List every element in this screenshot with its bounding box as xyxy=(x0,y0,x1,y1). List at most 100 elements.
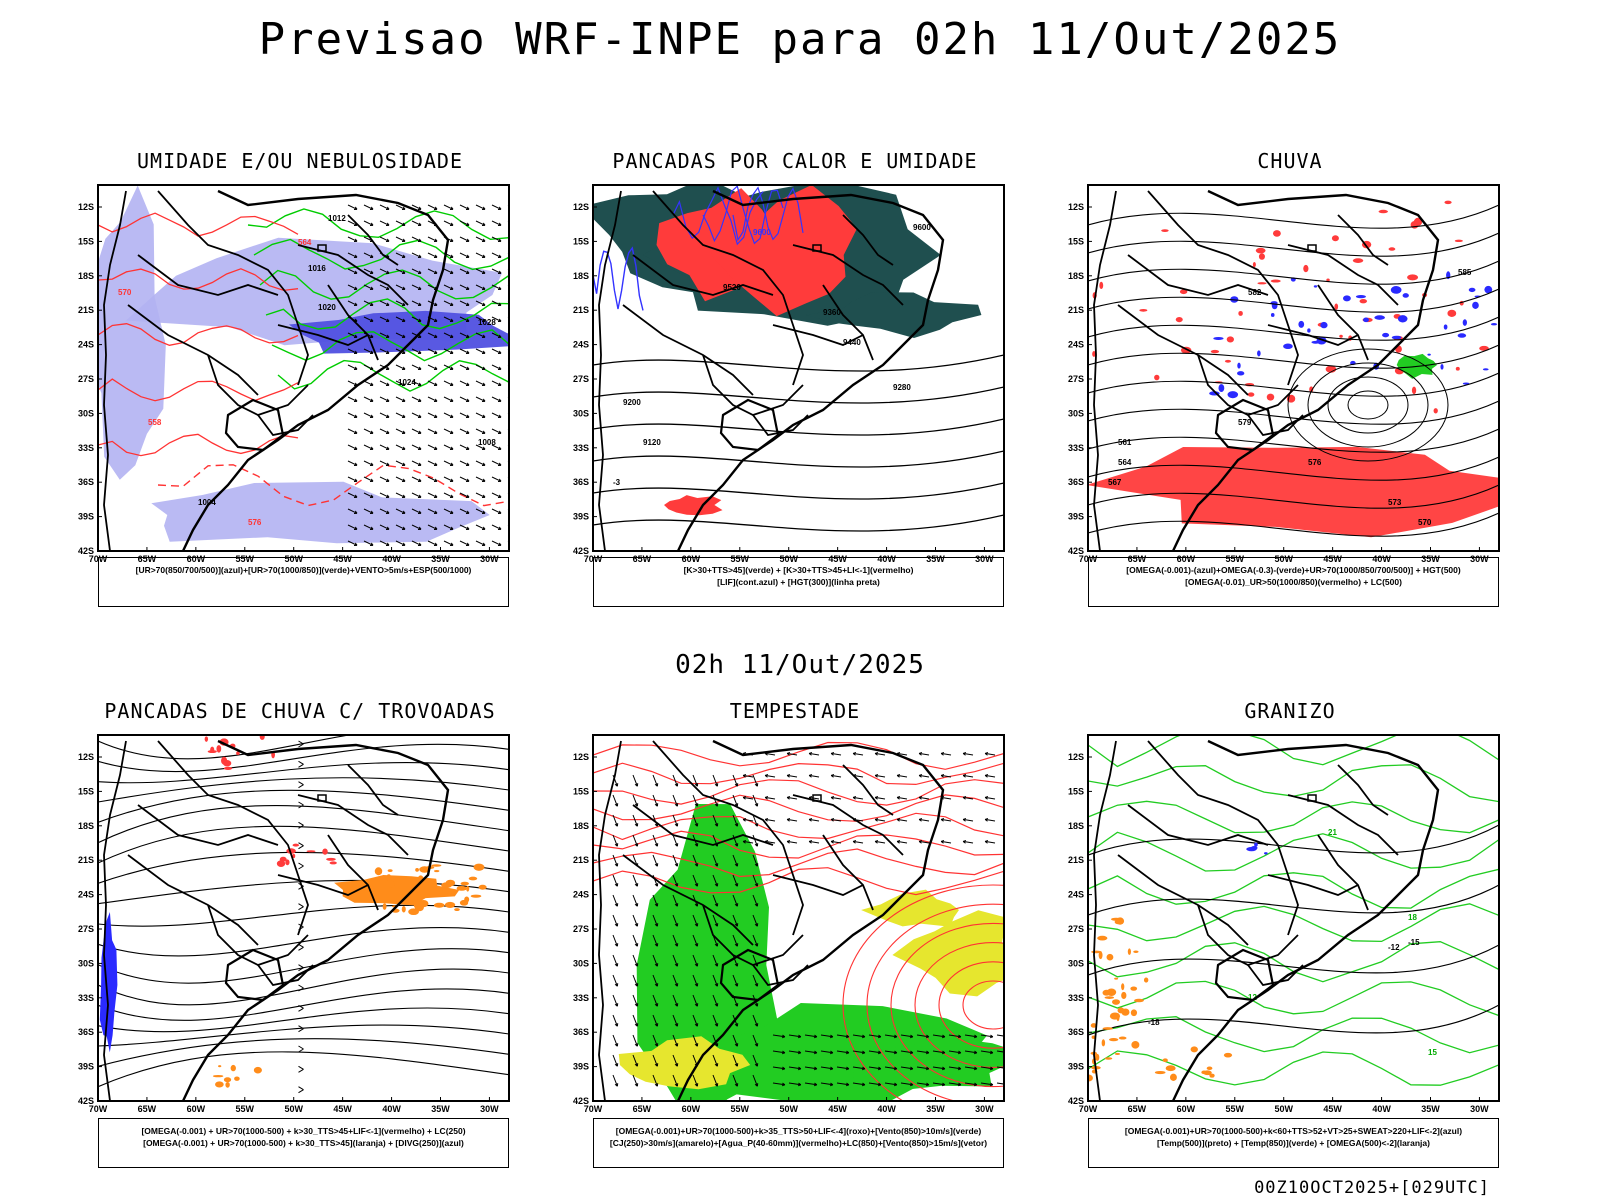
wind-vector xyxy=(632,1054,638,1067)
country-border xyxy=(224,398,285,452)
legend-line: [OMEGA(-0.01)_UR>50(1000/850)(vermelho) … xyxy=(1185,577,1402,587)
height-300-contour xyxy=(593,482,1004,500)
wind-vector xyxy=(787,752,798,756)
wind-vector xyxy=(786,839,791,844)
omega-500-area xyxy=(1169,1073,1177,1081)
map-pancadas-calor: 9600 9520 9440 9360 9280 9200 9120 -3 9600 12S 15S… xyxy=(573,184,1005,564)
lat-tick-label: 36S xyxy=(573,477,589,487)
wind-vector xyxy=(459,220,470,226)
contour-label: 18 xyxy=(1408,913,1417,922)
wind-vector xyxy=(836,1082,849,1086)
lon-tick-label: 55W xyxy=(1226,1104,1245,1114)
wind-vector xyxy=(674,923,679,927)
lat-tick-label: 12S xyxy=(573,752,589,762)
wind-vector xyxy=(395,364,406,370)
wind-vector xyxy=(379,316,390,322)
wind-vector xyxy=(694,963,699,967)
panel-legend: [OMEGA(-0.001) + UR>70(1000-500) + k>30_… xyxy=(98,1118,509,1168)
wind-vector xyxy=(809,796,820,800)
wind-vector xyxy=(411,412,422,418)
wind-vector xyxy=(765,796,776,800)
height-500-contour xyxy=(1088,484,1499,509)
streamline-250 xyxy=(298,1045,304,1053)
contour-label: 1028 xyxy=(478,318,496,327)
height-500-contour xyxy=(1088,428,1499,453)
rain-area-omega xyxy=(1440,364,1444,370)
rain-area xyxy=(1099,281,1104,290)
wind-vector xyxy=(363,524,374,530)
wind-vector xyxy=(459,508,470,514)
wind-vector xyxy=(804,1034,817,1038)
wind-vector xyxy=(614,983,619,987)
wind-vector xyxy=(948,1050,961,1054)
wind-vector xyxy=(853,752,864,756)
wind-vector xyxy=(481,382,486,386)
height-500-contour xyxy=(1088,204,1499,229)
wind-vector xyxy=(732,794,738,807)
wind-vector xyxy=(963,840,974,844)
country-border xyxy=(257,964,314,986)
wind-vector xyxy=(752,1054,758,1067)
wind-vector xyxy=(385,350,390,354)
lat-tick-label: 21S xyxy=(1068,305,1084,315)
wind-vector xyxy=(379,444,390,450)
lon-tick-label: 35W xyxy=(1421,1104,1440,1114)
wind-vector xyxy=(868,1034,881,1038)
country-border xyxy=(842,764,894,816)
wind-vector xyxy=(363,300,374,306)
wind-vector xyxy=(363,492,374,498)
wind-vector xyxy=(459,268,470,274)
wind-vector xyxy=(712,914,718,927)
wind-vector xyxy=(632,1034,638,1047)
wind-vector xyxy=(874,839,879,844)
map-frame xyxy=(97,734,510,1102)
lon-tick-label: 40W xyxy=(1372,1104,1391,1114)
wind-vector xyxy=(497,526,502,530)
wind-vector xyxy=(919,840,930,844)
wind-vector xyxy=(732,774,738,787)
panel-title: UMIDADE E/OU NEBULOSIDADE xyxy=(136,149,464,173)
wind-vector xyxy=(433,414,438,418)
omega-500-area xyxy=(1130,986,1138,991)
lat-tick-label: 18S xyxy=(78,821,94,831)
country-border xyxy=(137,804,279,846)
wind-vector xyxy=(772,1034,785,1038)
wind-vector xyxy=(385,510,390,514)
convective-area-orange xyxy=(470,894,482,898)
wind-vector xyxy=(369,270,374,274)
streamline-850 xyxy=(866,903,1004,1101)
wind-vector xyxy=(347,508,358,514)
wind-vector xyxy=(820,1066,833,1070)
wind-vector xyxy=(514,207,517,210)
wind-vector xyxy=(411,300,422,306)
wind-vector xyxy=(427,380,438,386)
rain-area xyxy=(1359,298,1368,304)
omega-500-area xyxy=(1114,977,1119,980)
lat-tick-label: 21S xyxy=(1068,855,1084,865)
wind-vector xyxy=(765,818,776,822)
convective-area-orange xyxy=(215,1081,224,1088)
wind-vector xyxy=(385,318,390,322)
wind-vector xyxy=(612,994,618,1007)
coastline xyxy=(676,189,945,551)
wind-vector xyxy=(900,1066,913,1070)
wind-vector xyxy=(984,773,989,778)
wind-vector xyxy=(433,398,438,402)
rain-area xyxy=(1088,446,1499,538)
wind-vector xyxy=(433,270,438,274)
lat-tick-label: 36S xyxy=(1068,1027,1084,1037)
wind-vector xyxy=(996,1066,1004,1069)
wind-vector xyxy=(875,840,886,844)
rain-area xyxy=(1252,262,1256,268)
wind-vector xyxy=(481,238,486,242)
lon-tick-label: 45W xyxy=(1323,554,1342,564)
panel-legend: [K>30+TTS>45](verde) + [K>30+TTS>45+LI<-… xyxy=(593,557,1004,607)
wind-vector xyxy=(443,492,454,498)
wind-vector xyxy=(712,994,718,1007)
wind-vector xyxy=(787,796,798,800)
wind-vector xyxy=(401,446,406,450)
panel-legend: [UR>70(850/700/500)](azul)+[UR>70(1000/8… xyxy=(98,557,509,607)
wind-vector xyxy=(612,974,618,987)
wind-vector xyxy=(481,414,486,418)
wind-vector xyxy=(395,412,406,418)
